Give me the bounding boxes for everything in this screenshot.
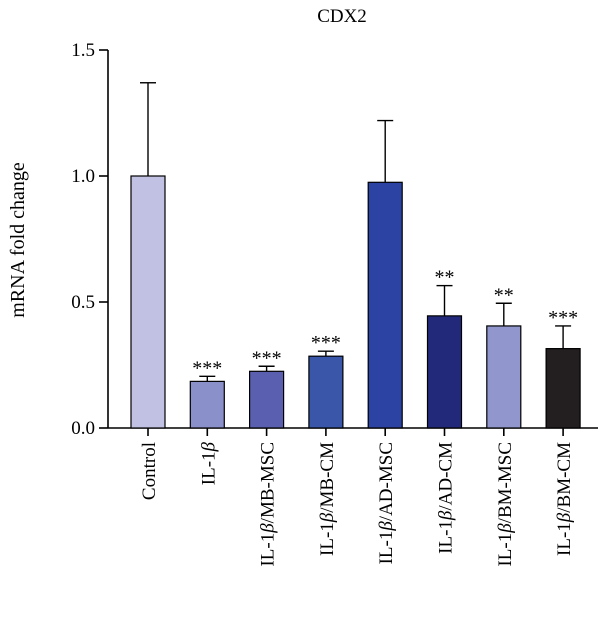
bar [486, 325, 522, 429]
x-tick-label: Control [139, 442, 160, 500]
significance-label: *** [192, 357, 222, 379]
bar [367, 181, 403, 429]
y-ticks: 0.0 0.5 1.0 1.5 [71, 40, 108, 439]
x-tick-label: IL-1β/BM-CM [554, 442, 575, 556]
x-tick-label: IL-1β/BM-MSC [495, 442, 516, 567]
y-tick-label: 0.0 [71, 418, 95, 439]
x-tick-label: IL-1β/AD-CM [436, 442, 457, 554]
bar [130, 175, 166, 429]
x-tick-labels: Control IL-1β IL-1β/MB-MSC IL-1β/MB-CM IL-1β… [139, 428, 575, 567]
bar [545, 348, 581, 429]
bar [189, 380, 225, 429]
significance-label: *** [252, 347, 282, 369]
significance-labels: *** ************* [192, 267, 578, 380]
y-tick-label: 1.5 [71, 40, 95, 61]
significance-label: ** [494, 284, 514, 306]
bar [426, 315, 463, 429]
y-axis-label: mRNA fold change [7, 162, 29, 318]
bar [249, 370, 285, 429]
significance-label: *** [311, 332, 341, 354]
significance-label: ** [435, 267, 455, 289]
x-tick-label: IL-1β/MB-MSC [258, 442, 279, 567]
chart-title: CDX2 [317, 6, 367, 27]
bar [308, 355, 344, 429]
y-tick-label: 1.0 [71, 166, 95, 187]
error-bars [140, 82, 572, 382]
y-tick-label: 0.5 [71, 292, 95, 313]
x-tick-label: IL-1β [198, 441, 219, 485]
x-tick-label: IL-1β/AD-MSC [376, 442, 397, 564]
significance-label: *** [548, 307, 578, 329]
x-tick-label: IL-1β/MB-CM [317, 442, 338, 556]
